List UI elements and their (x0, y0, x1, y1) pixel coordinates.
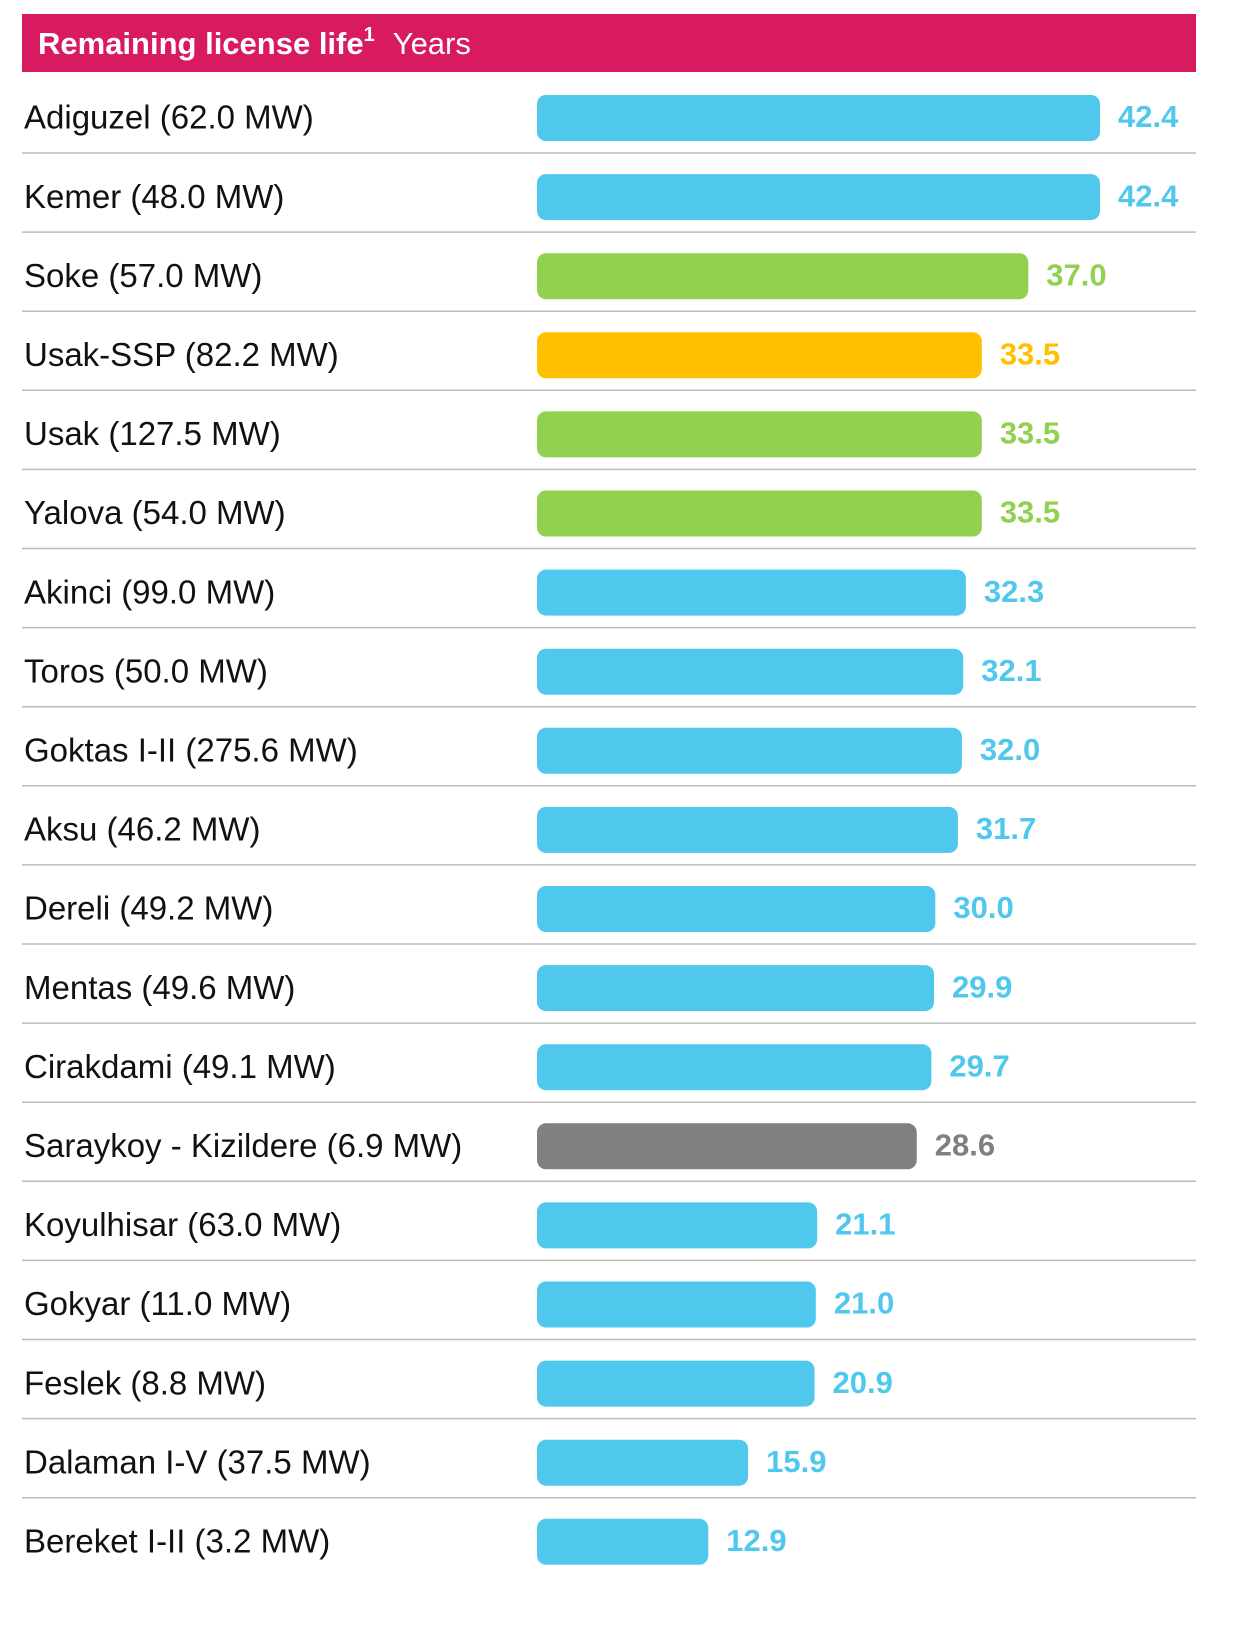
header-bar (22, 14, 1196, 72)
value-label: 15.9 (766, 1444, 826, 1479)
bar (537, 569, 966, 616)
value-label: 33.5 (1000, 336, 1060, 371)
bar (537, 648, 964, 695)
bar (537, 1123, 917, 1170)
category-label: Adiguzel (62.0 MW) (24, 99, 314, 136)
value-label: 32.3 (984, 574, 1044, 609)
category-label: Cirakdami (49.1 MW) (24, 1048, 336, 1085)
chart-title: Remaining license life1 Years (38, 24, 471, 61)
value-label: 33.5 (1000, 416, 1060, 451)
category-label: Usak-SSP (82.2 MW) (24, 336, 339, 373)
value-label: 31.7 (976, 811, 1036, 846)
category-label: Gokyar (11.0 MW) (24, 1285, 291, 1322)
category-label: Dereli (49.2 MW) (24, 890, 273, 927)
bar (537, 332, 982, 379)
value-label: 29.9 (952, 969, 1012, 1004)
category-label: Koyulhisar (63.0 MW) (24, 1206, 341, 1243)
bar (537, 1202, 818, 1249)
value-label: 20.9 (833, 1365, 893, 1400)
category-label: Dalaman I-V (37.5 MW) (24, 1443, 371, 1480)
category-label: Toros (50.0 MW) (24, 652, 268, 689)
value-label: 42.4 (1118, 99, 1179, 134)
category-label: Saraykoy - Kizildere (6.9 MW) (24, 1127, 462, 1164)
bar (537, 1360, 815, 1407)
value-label: 42.4 (1118, 178, 1179, 213)
bar (537, 1439, 749, 1486)
bar (537, 411, 982, 458)
value-label: 28.6 (935, 1127, 995, 1162)
category-label: Aksu (46.2 MW) (24, 811, 261, 848)
category-label: Mentas (49.6 MW) (24, 969, 295, 1006)
category-label: Goktas I-II (275.6 MW) (24, 732, 358, 769)
bar (537, 253, 1029, 300)
category-label: Soke (57.0 MW) (24, 257, 262, 294)
bar (537, 95, 1100, 141)
value-label: 32.0 (980, 732, 1040, 767)
value-label: 29.7 (949, 1048, 1009, 1083)
value-label: 32.1 (981, 653, 1041, 688)
category-label: Feslek (8.8 MW) (24, 1364, 266, 1401)
value-label: 37.0 (1046, 257, 1106, 292)
category-label: Bereket I-II (3.2 MW) (24, 1523, 330, 1560)
value-label: 12.9 (726, 1523, 786, 1558)
value-label: 33.5 (1000, 495, 1060, 530)
title-text: Remaining license life (38, 26, 364, 61)
bar (537, 1518, 709, 1565)
bar (537, 886, 936, 932)
bar (537, 1281, 816, 1328)
bar (537, 727, 962, 774)
category-label: Yalova (54.0 MW) (24, 494, 286, 531)
category-label: Akinci (99.0 MW) (24, 573, 275, 610)
subtitle: Years (393, 26, 471, 61)
bar (537, 1044, 932, 1091)
bar (537, 174, 1100, 221)
bar (537, 806, 958, 853)
category-label: Usak (127.5 MW) (24, 415, 281, 452)
bar (537, 965, 935, 1012)
value-label: 21.1 (835, 1207, 895, 1242)
title-note: 1 (364, 24, 375, 46)
value-label: 30.0 (953, 890, 1013, 925)
category-label: Kemer (48.0 MW) (24, 178, 284, 215)
value-label: 21.0 (834, 1286, 894, 1321)
bar (537, 490, 982, 537)
